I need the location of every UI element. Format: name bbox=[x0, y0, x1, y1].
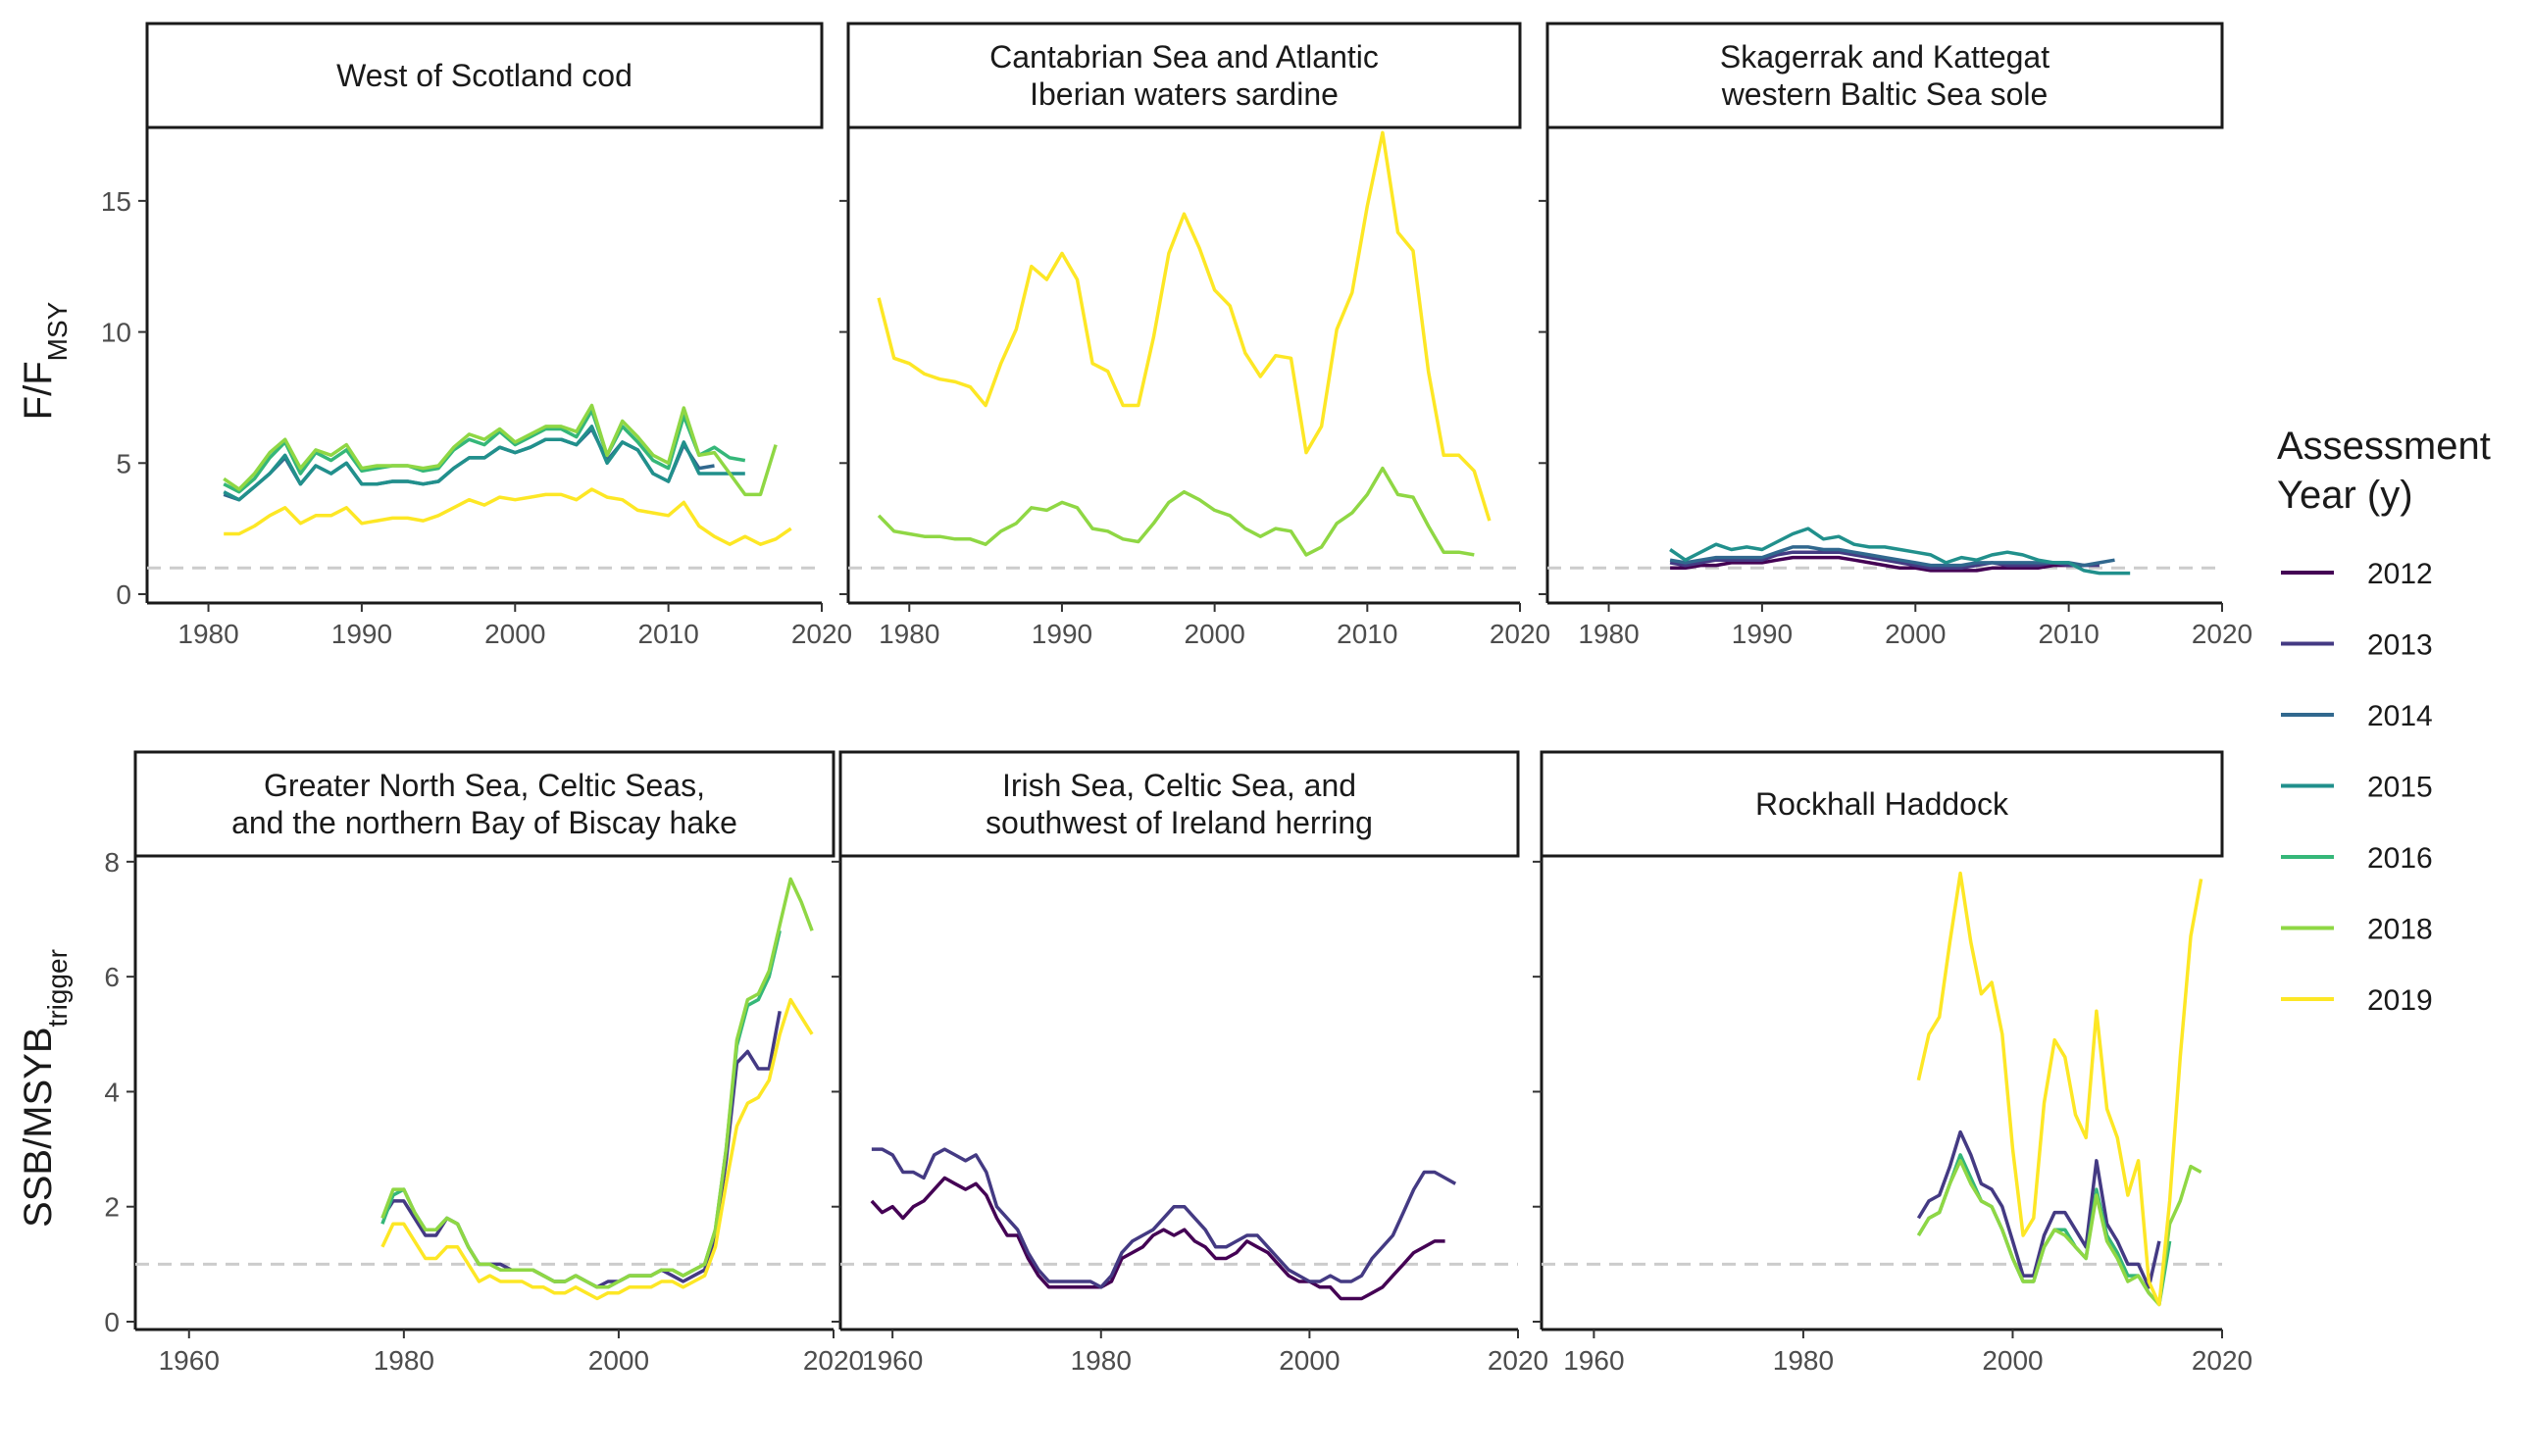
x-tick-label: 1990 bbox=[1732, 619, 1793, 649]
y-tick-label: 0 bbox=[116, 579, 131, 610]
facet-title: Skagerrak and Kattegat bbox=[1720, 39, 2049, 75]
y-tick-label: 10 bbox=[101, 318, 131, 348]
facet-title: southwest of Ireland herring bbox=[986, 805, 1373, 840]
series-line-2016 bbox=[223, 409, 746, 494]
facet-panel: Greater North Sea, Celtic Seas,and the n… bbox=[104, 750, 864, 1376]
series-line-2018 bbox=[223, 403, 778, 497]
facet-title: Rockhall Haddock bbox=[1755, 786, 2009, 822]
series-line-2015 bbox=[1669, 527, 2131, 576]
x-tick-label: 2000 bbox=[1184, 619, 1244, 649]
x-tick-label: 1980 bbox=[1773, 1345, 1834, 1376]
x-tick-label: 1980 bbox=[1071, 1345, 1132, 1376]
series-line-2019 bbox=[224, 487, 792, 546]
facet-title: western Baltic Sea sole bbox=[1721, 76, 2049, 112]
legend-label: 2018 bbox=[2367, 914, 2433, 946]
x-tick-label: 2020 bbox=[791, 619, 852, 649]
x-tick-label: 2010 bbox=[1337, 619, 1397, 649]
y-axis-title: F/FMSY bbox=[17, 301, 73, 420]
x-tick-label: 2010 bbox=[2038, 619, 2099, 649]
series-line-2018 bbox=[380, 877, 814, 1289]
series-line-2018 bbox=[1916, 1159, 2202, 1307]
facet-title: Iberian waters sardine bbox=[1030, 76, 1339, 112]
x-tick-label: 1990 bbox=[331, 619, 392, 649]
x-tick-label: 2000 bbox=[1885, 619, 1946, 649]
series-line-2012 bbox=[870, 1176, 1445, 1301]
series-line-2012 bbox=[1670, 555, 2085, 573]
y-axis-title: SSB/MSYBtrigger bbox=[17, 949, 73, 1228]
series-line-2018 bbox=[877, 466, 1475, 557]
y-tick-label: 8 bbox=[104, 847, 120, 878]
x-tick-label: 1960 bbox=[1563, 1345, 1624, 1376]
facet-strip bbox=[133, 750, 835, 858]
facet-strip bbox=[1545, 22, 2224, 129]
x-tick-label: 1990 bbox=[1032, 619, 1092, 649]
facet-panel: Rockhall Haddock 1960 1980 2000 2020 bbox=[1533, 750, 2252, 1376]
x-tick-label: 2000 bbox=[484, 619, 545, 649]
legend-label: 2013 bbox=[2367, 629, 2433, 662]
series-line-2019 bbox=[877, 130, 1492, 522]
legend-title: Year (y) bbox=[2277, 474, 2413, 517]
x-tick-label: 1980 bbox=[177, 619, 238, 649]
series-line-2013 bbox=[1669, 550, 2100, 571]
x-tick-label: 2000 bbox=[1279, 1345, 1340, 1376]
x-tick-label: 2000 bbox=[588, 1345, 649, 1376]
x-tick-label: 1960 bbox=[862, 1345, 923, 1376]
series-line-2013 bbox=[871, 1147, 1457, 1289]
series-line-2016 bbox=[380, 929, 782, 1289]
series-line-2013 bbox=[1916, 1130, 2161, 1289]
x-tick-label: 1960 bbox=[159, 1345, 220, 1376]
series-line-2019 bbox=[1916, 871, 2203, 1307]
legend: Assessment Year (y) 2012 2013 2014 2015 2016 20… bbox=[2277, 425, 2491, 1017]
y-tick-label: 15 bbox=[101, 186, 131, 217]
y-tick-label: 5 bbox=[116, 448, 131, 478]
facet-title: and the northern Bay of Biscay hake bbox=[231, 805, 737, 840]
facet-strip bbox=[1540, 750, 2224, 858]
legend-label: 2019 bbox=[2367, 984, 2433, 1017]
facet-strip bbox=[145, 22, 824, 129]
legend-label: 2014 bbox=[2367, 700, 2433, 732]
facet-title: West of Scotland cod bbox=[336, 58, 632, 93]
x-tick-label: 2020 bbox=[1490, 619, 1550, 649]
legend-label: 2016 bbox=[2367, 842, 2433, 875]
facet-strip bbox=[846, 22, 1522, 129]
facet-panel: West of Scotland cod 0 5 10 15 1980 1990 2000 20… bbox=[101, 22, 852, 649]
y-tick-label: 4 bbox=[104, 1077, 120, 1107]
y-tick-label: 0 bbox=[104, 1307, 120, 1337]
facet-title: Irish Sea, Celtic Sea, and bbox=[1002, 768, 1356, 803]
x-tick-label: 2010 bbox=[637, 619, 698, 649]
x-tick-label: 2020 bbox=[2192, 619, 2252, 649]
series-line-2015 bbox=[223, 425, 745, 502]
x-tick-label: 2020 bbox=[2192, 1345, 2252, 1376]
legend-label: 2015 bbox=[2367, 772, 2433, 804]
x-tick-label: 1980 bbox=[374, 1345, 434, 1376]
x-tick-label: 2020 bbox=[1488, 1345, 1548, 1376]
x-tick-label: 1980 bbox=[1578, 619, 1639, 649]
series-line-2014 bbox=[1669, 545, 2115, 568]
x-tick-label: 2020 bbox=[803, 1345, 864, 1376]
y-tick-label: 2 bbox=[104, 1192, 120, 1223]
facet-title: Cantabrian Sea and Atlantic bbox=[989, 39, 1379, 75]
series-line-2013 bbox=[380, 1010, 782, 1289]
series-line-2019 bbox=[380, 997, 814, 1301]
y-tick-label: 6 bbox=[104, 962, 120, 992]
facet-strip bbox=[838, 750, 1520, 858]
legend-title: Assessment bbox=[2277, 425, 2491, 468]
x-tick-label: 2000 bbox=[1982, 1345, 2043, 1376]
legend-label: 2012 bbox=[2367, 558, 2433, 590]
x-tick-label: 1980 bbox=[879, 619, 939, 649]
facet-title: Greater North Sea, Celtic Seas, bbox=[264, 768, 705, 803]
